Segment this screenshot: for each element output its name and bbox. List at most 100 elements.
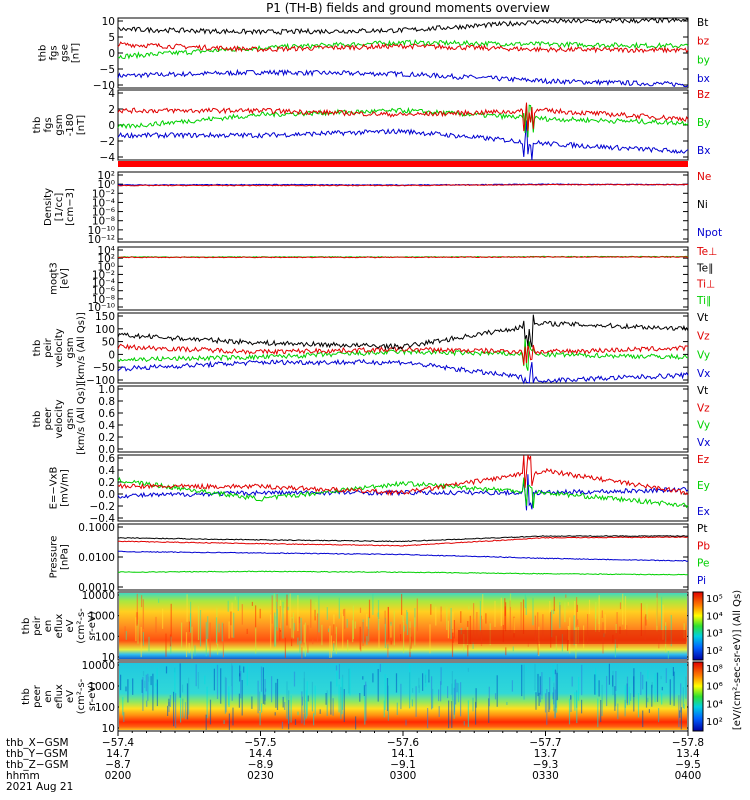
y-tick-label: 0.8 bbox=[98, 396, 115, 408]
y-tick-label: −0.2 bbox=[90, 501, 116, 513]
spectrogram-streak bbox=[142, 671, 145, 676]
spectrogram-streak bbox=[279, 628, 281, 641]
spectrogram-streak bbox=[347, 639, 349, 652]
spectrogram-streak bbox=[546, 689, 548, 725]
spectrogram-streak bbox=[199, 610, 202, 647]
spectrogram-streak bbox=[332, 698, 334, 716]
spectrogram-streak bbox=[601, 684, 603, 716]
spectrogram-streak bbox=[384, 610, 386, 624]
y-tick-label: 100 bbox=[95, 631, 115, 643]
colorbar_i-tick: 10⁴ bbox=[706, 611, 723, 622]
y-tick-label: 0 bbox=[108, 349, 115, 361]
y-axis-label-line: gsm bbox=[65, 408, 76, 429]
spectrogram-streak bbox=[340, 686, 342, 719]
y-tick-label: 50 bbox=[102, 337, 115, 349]
spectrogram-streak bbox=[405, 719, 407, 726]
spectrogram-streak bbox=[654, 673, 656, 703]
spectrogram-streak bbox=[194, 645, 196, 656]
spectrogram-streak bbox=[372, 673, 374, 683]
spectrogram-streak bbox=[378, 619, 380, 649]
spectrogram-streak bbox=[321, 624, 323, 646]
spectrogram-streak bbox=[617, 703, 619, 720]
spectrogram-streak bbox=[264, 694, 266, 705]
spectrogram-streak bbox=[227, 600, 229, 612]
spectrogram-streak bbox=[145, 674, 147, 692]
spectrogram-streak bbox=[460, 682, 462, 717]
spectrogram-streak bbox=[218, 623, 220, 633]
spectrogram-streak bbox=[352, 605, 354, 640]
spectrogram-streak bbox=[505, 647, 507, 656]
spectrogram-streak bbox=[408, 664, 410, 668]
spectrogram-streak bbox=[384, 617, 386, 648]
spectrogram-streak bbox=[535, 692, 537, 710]
spectrogram-streak bbox=[538, 641, 540, 650]
y-tick-label: 10⁴ bbox=[97, 245, 115, 257]
spectrogram-streak bbox=[450, 608, 452, 639]
y-tick-label: 0.4 bbox=[98, 465, 115, 477]
spectrogram-streak bbox=[189, 613, 192, 627]
spectrogram-streak bbox=[274, 612, 276, 647]
spectrogram-streak bbox=[372, 593, 374, 615]
spectrogram-streak bbox=[456, 682, 458, 693]
y-tick-label: 10⁰ bbox=[97, 179, 115, 191]
spectrogram-streak bbox=[595, 606, 597, 632]
spectrogram-streak bbox=[251, 696, 253, 709]
colorbar-label: [eV/(cm²-sec-sr-eV)] (All Qs) bbox=[732, 590, 743, 730]
spectrogram-streak bbox=[679, 710, 681, 718]
spectrogram-streak bbox=[570, 696, 572, 712]
y-tick-label: 2 bbox=[108, 104, 115, 116]
spectrogram-streak bbox=[333, 624, 335, 641]
spectrogram-streak bbox=[615, 671, 617, 691]
spectrogram-streak bbox=[538, 692, 540, 706]
spectrogram-streak bbox=[326, 607, 328, 620]
spectrogram-streak bbox=[282, 601, 284, 639]
y-tick-label: 1.0 bbox=[98, 384, 115, 396]
spectrogram-streak bbox=[362, 622, 364, 646]
spectrogram-streak bbox=[541, 691, 543, 700]
panel-frame bbox=[117, 246, 689, 311]
spectrogram-streak bbox=[553, 596, 555, 612]
spectrogram-streak bbox=[348, 668, 350, 694]
spectrogram-streak bbox=[343, 689, 345, 722]
spectrogram-streak bbox=[181, 622, 183, 648]
y-axis-label-line: fgs bbox=[43, 117, 54, 132]
y-tick-label: −100 bbox=[86, 375, 115, 387]
y-axis-label-line: gsm bbox=[65, 337, 76, 358]
spectrogram-streak bbox=[488, 686, 490, 707]
x-row-label: 2021 Aug 21 bbox=[6, 781, 73, 793]
spectrogram-streak bbox=[310, 599, 312, 628]
y-axis-label-line: peir bbox=[43, 337, 54, 357]
spectrogram-streak bbox=[228, 692, 230, 707]
spectrogram-streak bbox=[303, 713, 305, 726]
spectrogram-streak bbox=[142, 676, 144, 711]
spectrogram-streak bbox=[265, 688, 267, 692]
spectrogram-streak bbox=[400, 634, 402, 641]
colorbar_i-tick: 10⁵ bbox=[706, 594, 723, 605]
spectrogram-streak bbox=[346, 619, 348, 628]
spectrogram-streak bbox=[303, 671, 305, 702]
spectrogram-streak bbox=[124, 626, 126, 636]
spectrogram-streak bbox=[291, 639, 293, 647]
x-tick-label: −9.5 bbox=[675, 759, 701, 771]
y-axis-label-line: sr-eV) bbox=[87, 682, 98, 711]
spectrogram-streak bbox=[317, 613, 319, 642]
spectrogram-streak bbox=[384, 674, 386, 710]
x-tick-label: 13.7 bbox=[534, 748, 557, 760]
y-axis-label-line: [nT] bbox=[71, 43, 82, 63]
spectrogram-streak bbox=[365, 684, 367, 721]
spectrogram-streak bbox=[453, 687, 455, 715]
spectrogram-streak bbox=[615, 624, 617, 633]
spectrogram-streak bbox=[205, 714, 207, 730]
y-tick-label: 10⁻¹⁰ bbox=[88, 225, 115, 237]
spectrogram-streak bbox=[403, 621, 405, 654]
spectrogram-streak bbox=[598, 680, 600, 697]
spectrogram-streak bbox=[661, 596, 663, 631]
x-tick-label: −57.6 bbox=[387, 737, 419, 749]
spectrogram-streak bbox=[181, 684, 184, 693]
x-tick-label: 14.7 bbox=[106, 748, 129, 760]
spectrogram-streak bbox=[297, 711, 299, 716]
series-Te⊥ bbox=[118, 256, 689, 259]
spectrogram-streak bbox=[578, 677, 580, 701]
spectrogram-streak bbox=[567, 602, 569, 606]
spectrogram-streak bbox=[601, 610, 603, 618]
